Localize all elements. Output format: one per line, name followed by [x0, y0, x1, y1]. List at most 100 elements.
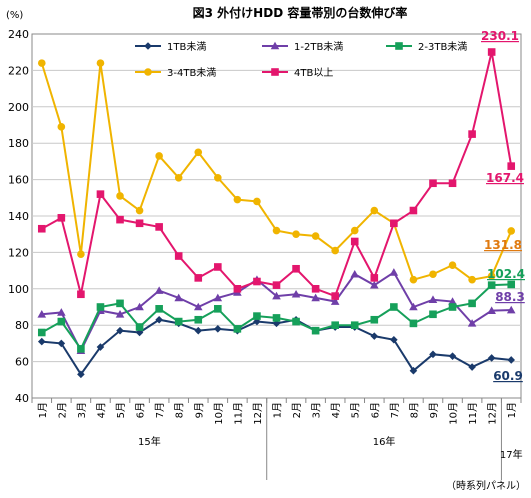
- chart-note: （時系列パネル）: [446, 479, 526, 492]
- data-point: [448, 297, 457, 305]
- x-tick-label: 5月: [115, 402, 127, 418]
- data-point: [135, 206, 144, 215]
- legend-label: 1TB未満: [167, 41, 206, 53]
- y-tick-label: 120: [8, 246, 29, 259]
- y-tick-label: 40: [15, 392, 29, 405]
- data-point: [77, 345, 85, 353]
- data-point: [213, 293, 223, 302]
- data-point: [135, 323, 144, 331]
- data-point: [448, 352, 457, 360]
- year-label: 16年: [373, 435, 396, 448]
- data-point: [389, 268, 399, 276]
- data-point: [57, 123, 66, 131]
- data-point: [429, 310, 437, 319]
- data-point: [487, 306, 496, 314]
- data-point: [214, 325, 222, 333]
- data-point: [311, 293, 320, 302]
- x-tick-label: 3月: [76, 402, 88, 418]
- data-point: [155, 305, 163, 313]
- x-tick-label: 9月: [428, 402, 440, 418]
- x-tick-label: 5月: [350, 402, 362, 418]
- data-point: [194, 148, 203, 157]
- data-point: [272, 319, 281, 328]
- data-point: [292, 317, 300, 326]
- data-point: [37, 59, 46, 67]
- data-point: [331, 246, 339, 255]
- data-point: [135, 219, 144, 228]
- data-point: [116, 299, 124, 308]
- data-point: [468, 130, 476, 138]
- data-point: [144, 68, 152, 76]
- data-point: [370, 274, 379, 282]
- data-point: [77, 290, 85, 299]
- end-value-label: 102.4: [487, 267, 525, 281]
- data-point: [253, 312, 261, 320]
- data-point: [409, 206, 418, 215]
- end-value-label: 60.9: [493, 369, 523, 383]
- data-point: [155, 152, 163, 160]
- legend-item: 1-2TB未満: [262, 41, 343, 53]
- data-point: [311, 285, 320, 293]
- data-point: [270, 41, 280, 50]
- x-axis: 1月 2月 3月 4月 5月 6月 7月 8月 9月 10月 11月 12月 1月 2月 3月 4月 5月 6月 7…: [31, 398, 523, 480]
- x-tick-label: 4月: [330, 402, 342, 418]
- data-point: [292, 230, 300, 238]
- x-tick-label: 9月: [193, 402, 205, 418]
- data-point: [57, 339, 66, 348]
- data-point: [115, 309, 125, 318]
- legend-item: 1TB未満: [135, 41, 206, 53]
- data-point: [507, 280, 516, 289]
- y-tick-label: 200: [8, 101, 29, 114]
- data-point: [370, 280, 379, 289]
- data-point: [233, 325, 242, 333]
- end-value-label: 88.3: [495, 290, 525, 304]
- data-point: [350, 321, 359, 329]
- x-tick-label: 2月: [56, 402, 68, 418]
- x-tick-label: 11月: [467, 402, 479, 425]
- x-tick-label: 8月: [408, 402, 420, 418]
- data-point: [96, 343, 105, 351]
- x-tick-label: 10月: [213, 402, 225, 425]
- end-value-label: 131.8: [484, 238, 522, 252]
- data-point: [233, 195, 242, 204]
- data-point: [468, 299, 476, 308]
- year-label: 15年: [138, 435, 161, 448]
- data-point: [37, 309, 47, 318]
- end-labels: 230.1 167.4 131.8 102.4 88.3 60.9: [481, 29, 525, 383]
- end-value-label: 230.1: [481, 29, 519, 43]
- data-point: [507, 356, 516, 364]
- x-tick-label: 6月: [369, 402, 381, 418]
- series-1TB未満: [37, 315, 516, 379]
- legend: 1TB未満 1-2TB未満 2-3TB未満 3-4TB未満 4TB以上: [135, 41, 467, 79]
- x-tick-label: 10月: [448, 402, 460, 425]
- data-point: [448, 179, 457, 188]
- x-tick-label: 11月: [232, 402, 244, 425]
- data-point: [135, 302, 144, 311]
- y-tick-label: 60: [15, 356, 29, 369]
- data-point: [292, 264, 300, 273]
- data-point: [155, 315, 163, 324]
- data-point: [96, 303, 105, 311]
- data-point: [154, 286, 164, 294]
- data-point: [390, 219, 398, 228]
- data-point: [331, 292, 339, 300]
- data-point: [395, 42, 403, 50]
- data-point: [507, 227, 516, 235]
- data-point: [194, 274, 203, 282]
- data-point: [272, 291, 281, 300]
- legend-label: 1-2TB未満: [294, 41, 343, 53]
- data-point: [350, 269, 360, 278]
- y-tick-label: 140: [8, 210, 29, 223]
- data-point: [57, 214, 66, 222]
- data-point: [193, 302, 203, 311]
- data-point: [77, 370, 85, 379]
- data-point: [116, 326, 124, 335]
- data-point: [370, 315, 379, 324]
- data-point: [429, 270, 437, 279]
- x-tick-label: 1月: [506, 402, 518, 418]
- data-point: [57, 308, 66, 316]
- data-point: [487, 272, 496, 280]
- year-label: 17年: [500, 448, 523, 461]
